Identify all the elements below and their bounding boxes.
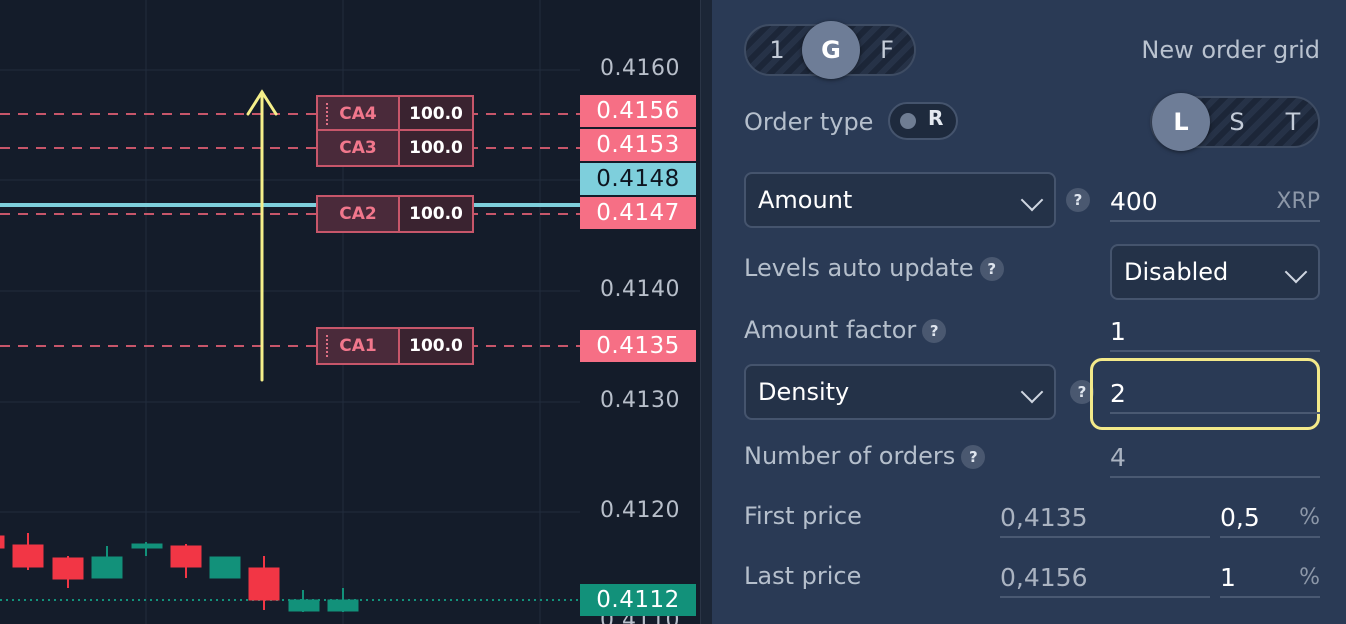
help-icon[interactable]: ? (979, 257, 1004, 281)
price-chart[interactable]: 0.4160 0.4140 0.4130 0.4120 0.4110 CA4 1… (0, 0, 700, 624)
order-qty: 100.0 (400, 197, 472, 231)
amount-input[interactable]: 400 XRP (1110, 184, 1320, 222)
amount-factor-label: Amount factor? (744, 316, 947, 344)
axis-label: 0.4160 (600, 56, 680, 81)
amount-select[interactable]: Amount (744, 172, 1056, 228)
order-qty: 100.0 (400, 97, 472, 131)
levels-auto-update-text: Levels auto update (744, 254, 974, 282)
density-input[interactable]: 2 (1110, 376, 1320, 414)
first-price-percent: 0,5 (1220, 503, 1260, 532)
last-price-percent: 1 (1220, 563, 1236, 592)
help-icon[interactable]: ? (961, 445, 986, 469)
last-price-label: 0.4112 (580, 584, 696, 616)
percent-unit: % (1299, 505, 1320, 530)
order-type-toggle[interactable]: R (888, 102, 958, 140)
order-tag-ca3[interactable]: CA3 100.0 (316, 129, 474, 167)
amount-factor-value: 1 (1110, 317, 1126, 346)
density-value: 2 (1110, 379, 1126, 408)
order-price-label: 0.4147 (580, 197, 696, 229)
amount-value: 400 (1110, 187, 1158, 216)
axis-label: 0.4120 (600, 498, 680, 523)
order-price-label: 0.4156 (580, 95, 696, 127)
order-type-label: Order type (744, 108, 874, 136)
order-name: CA1 (339, 336, 377, 356)
mode-option-g[interactable]: G (802, 21, 860, 79)
current-price-label: 0.4148 (580, 163, 696, 195)
first-price-value: 0,4135 (1000, 503, 1088, 532)
first-price-label: First price (744, 502, 862, 530)
amount-select-value: Amount (758, 186, 853, 214)
help-icon[interactable]: ? (1066, 188, 1090, 212)
percent-unit: % (1299, 565, 1320, 590)
amount-factor-input[interactable]: 1 (1110, 314, 1320, 352)
amount-factor-text: Amount factor (744, 316, 917, 344)
order-tag-ca1[interactable]: CA1 100.0 (316, 327, 474, 365)
order-price-label: 0.4153 (580, 129, 696, 161)
panel-divider[interactable] (700, 0, 713, 624)
mode-option-1[interactable]: 1 (769, 36, 785, 64)
density-select[interactable]: Density (744, 364, 1056, 420)
toggle-knob (900, 113, 916, 129)
first-price-input[interactable]: 0,4135 (1000, 500, 1210, 538)
chevron-down-icon (1020, 188, 1044, 212)
chart-canvas (0, 0, 580, 624)
levels-auto-update-label: Levels auto update? (744, 254, 1004, 282)
side-option-l[interactable]: L (1152, 93, 1210, 151)
last-price-label: Last price (744, 562, 862, 590)
number-of-orders-label: Number of orders? (744, 442, 986, 470)
side-switch[interactable]: L S T (1150, 93, 1320, 151)
axis-label: 0.4130 (600, 388, 680, 413)
order-name: CA2 (339, 204, 377, 224)
order-price-label: 0.4135 (580, 330, 696, 362)
density-highlight (1090, 358, 1320, 430)
arrow-up-icon (246, 89, 278, 382)
number-of-orders-value: 4 (1110, 443, 1126, 472)
order-qty: 100.0 (400, 131, 472, 165)
amount-unit: XRP (1276, 189, 1320, 214)
number-of-orders-input: 4 (1110, 440, 1320, 478)
first-price-percent-input[interactable]: 0,5 % (1220, 500, 1320, 538)
order-name: CA3 (339, 138, 377, 158)
order-grid-panel: 1 G F New order grid Order type R L S T … (712, 0, 1346, 624)
last-price-input[interactable]: 0,4156 (1000, 560, 1210, 598)
order-name: CA4 (339, 104, 377, 124)
order-qty: 100.0 (400, 329, 472, 363)
candles (0, 533, 359, 612)
last-price-percent-input[interactable]: 1 % (1220, 560, 1320, 598)
order-tag-ca2[interactable]: CA2 100.0 (316, 195, 474, 233)
density-select-value: Density (758, 378, 850, 406)
number-of-orders-text: Number of orders (744, 442, 956, 470)
levels-auto-update-value: Disabled (1124, 258, 1229, 286)
axis-label: 0.4140 (600, 277, 680, 302)
chevron-down-icon (1284, 260, 1308, 284)
toggle-label: R (928, 106, 944, 130)
help-icon[interactable]: ? (922, 319, 947, 343)
mode-option-f[interactable]: F (880, 36, 894, 64)
last-price-value: 0,4156 (1000, 563, 1088, 592)
drag-handle-icon[interactable] (326, 335, 328, 357)
order-tag-ca4[interactable]: CA4 100.0 (316, 95, 474, 133)
side-option-t[interactable]: T (1285, 108, 1301, 136)
mode-switch[interactable]: 1 G F (744, 21, 916, 79)
drag-handle-icon[interactable] (326, 103, 328, 125)
panel-title: New order grid (1141, 36, 1320, 64)
chevron-down-icon (1020, 380, 1044, 404)
side-option-s[interactable]: S (1229, 108, 1245, 136)
levels-auto-update-select[interactable]: Disabled (1110, 244, 1320, 300)
